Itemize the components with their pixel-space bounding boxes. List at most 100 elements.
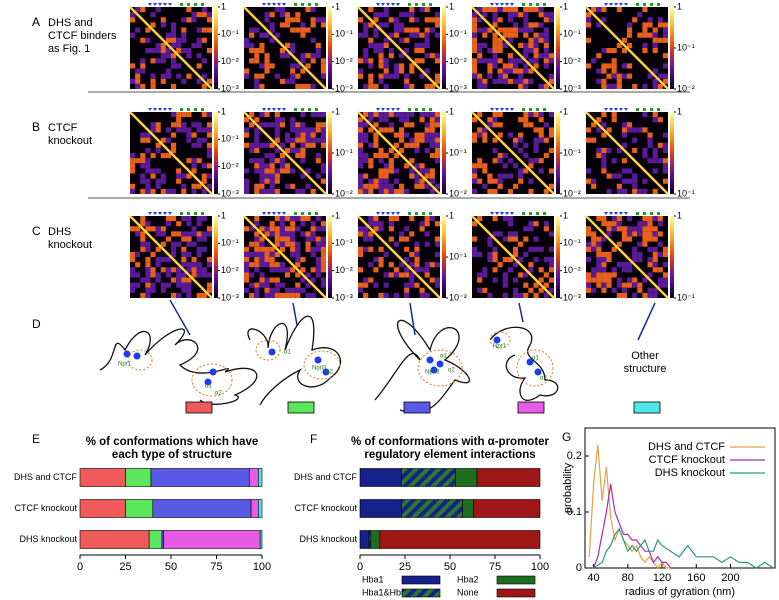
colorbar bbox=[556, 216, 560, 298]
colorbar-tick-label: 1 bbox=[563, 1, 568, 11]
heatmap-cell bbox=[591, 277, 597, 283]
heatmap-cell bbox=[244, 73, 250, 79]
heatmap-cell bbox=[662, 158, 668, 164]
heatmap-cell bbox=[393, 112, 399, 118]
heatmap-cell bbox=[528, 48, 534, 54]
heatmap-cell bbox=[477, 17, 483, 23]
heatmap-cell bbox=[254, 257, 260, 263]
heatmap-cell bbox=[632, 147, 638, 153]
heatmap-cell bbox=[404, 112, 410, 118]
heatmap-cell bbox=[434, 158, 440, 164]
heatmap-cell bbox=[206, 183, 212, 189]
heatmap-cell bbox=[662, 53, 668, 59]
heatmap-cell bbox=[601, 168, 607, 174]
heatmap-cell bbox=[621, 132, 627, 138]
heatmap-cell bbox=[388, 32, 394, 38]
heatmap-cell bbox=[300, 122, 306, 128]
heatmap-cell bbox=[264, 163, 270, 169]
heatmap-cell bbox=[507, 17, 513, 23]
heatmap-cell bbox=[206, 282, 212, 288]
heatmap-cell bbox=[543, 137, 549, 143]
heatmap-cell bbox=[497, 37, 503, 43]
heatmap-cell bbox=[662, 22, 668, 28]
heatmap-cell bbox=[487, 48, 493, 54]
heatmap-cell bbox=[513, 287, 519, 293]
heatmap-cell bbox=[652, 168, 658, 174]
binder-marker bbox=[262, 3, 266, 6]
heatmap-cell bbox=[647, 32, 653, 38]
heatmap-cell bbox=[363, 292, 369, 298]
heatmap-cell bbox=[657, 158, 663, 164]
row-label: CTCF bbox=[48, 122, 78, 134]
diagram-label: Npr1 bbox=[493, 344, 507, 350]
heatmap-cell bbox=[368, 22, 374, 28]
heatmap-cell bbox=[487, 173, 493, 179]
heatmap-cell bbox=[606, 63, 612, 69]
heatmap-cell bbox=[492, 22, 498, 28]
heatmap-cell bbox=[616, 183, 622, 189]
heatmap-cell bbox=[181, 32, 187, 38]
heatmap-cell bbox=[507, 12, 513, 18]
heatmap-cell bbox=[206, 78, 212, 84]
heatmap-cell bbox=[254, 137, 260, 143]
heatmap-cell bbox=[518, 173, 524, 179]
heatmap-cell bbox=[627, 168, 633, 174]
heatmap-cell bbox=[274, 282, 280, 288]
heatmap-cell bbox=[429, 117, 435, 123]
heatmap-cell bbox=[601, 282, 607, 288]
heatmap-cell bbox=[482, 267, 488, 273]
heatmap-cell bbox=[201, 236, 207, 242]
heatmap-cell bbox=[652, 78, 658, 84]
heatmap-cell bbox=[409, 83, 415, 89]
heatmap-cell bbox=[543, 37, 549, 43]
heatmap-cell bbox=[383, 42, 389, 48]
heatmap-cell bbox=[373, 257, 379, 263]
heatmap-cell bbox=[201, 173, 207, 179]
colorbar-tick-label: 1 bbox=[335, 1, 340, 11]
heatmap-cell bbox=[657, 22, 663, 28]
heatmap-cell bbox=[206, 122, 212, 128]
heatmap-cell bbox=[186, 267, 192, 273]
heatmap-cell bbox=[274, 73, 280, 79]
x-tick-label: 160 bbox=[687, 572, 705, 584]
heatmap-cell bbox=[363, 153, 369, 159]
heatmap-cell bbox=[254, 58, 260, 64]
heatmap-cell bbox=[186, 282, 192, 288]
heatmap-cell bbox=[393, 73, 399, 79]
heatmap-cell bbox=[160, 73, 166, 79]
heatmap-cell bbox=[254, 117, 260, 123]
heatmap-diagonal bbox=[129, 111, 213, 195]
heatmap-cell bbox=[244, 272, 250, 278]
binder-marker bbox=[415, 108, 418, 111]
binder-marker bbox=[386, 3, 390, 6]
heatmap-cell bbox=[290, 216, 296, 222]
chart-title: % of conformations with α-promoter bbox=[351, 436, 550, 448]
binder-marker bbox=[624, 212, 628, 215]
heatmap-cell bbox=[206, 272, 212, 278]
heatmap-cell bbox=[150, 122, 156, 128]
heatmap-cell bbox=[176, 267, 182, 273]
heatmap-diagonal bbox=[471, 6, 555, 90]
heatmap-cell bbox=[596, 246, 602, 252]
heatmap-cell bbox=[419, 73, 425, 79]
heatmap-cell bbox=[533, 22, 539, 28]
heatmap-cell bbox=[186, 277, 192, 283]
panel-letter: A bbox=[32, 15, 40, 29]
heatmap-cell bbox=[363, 231, 369, 237]
heatmap-cell bbox=[548, 147, 554, 153]
heatmap-cell bbox=[434, 262, 440, 268]
heatmap-cell bbox=[409, 231, 415, 237]
heatmap-cell bbox=[434, 236, 440, 242]
legend-label: DHS and CTCF bbox=[648, 441, 725, 453]
heatmap-cell bbox=[657, 216, 663, 222]
heatmap-cell bbox=[176, 127, 182, 133]
heatmap-cell bbox=[201, 112, 207, 118]
heatmap-cell bbox=[621, 168, 627, 174]
heatmap-cell bbox=[404, 122, 410, 128]
heatmap-cell bbox=[586, 272, 592, 278]
binder-marker bbox=[148, 3, 152, 6]
binder-marker bbox=[609, 212, 613, 215]
heatmap-cell bbox=[414, 147, 420, 153]
heatmap-cell bbox=[378, 188, 384, 194]
